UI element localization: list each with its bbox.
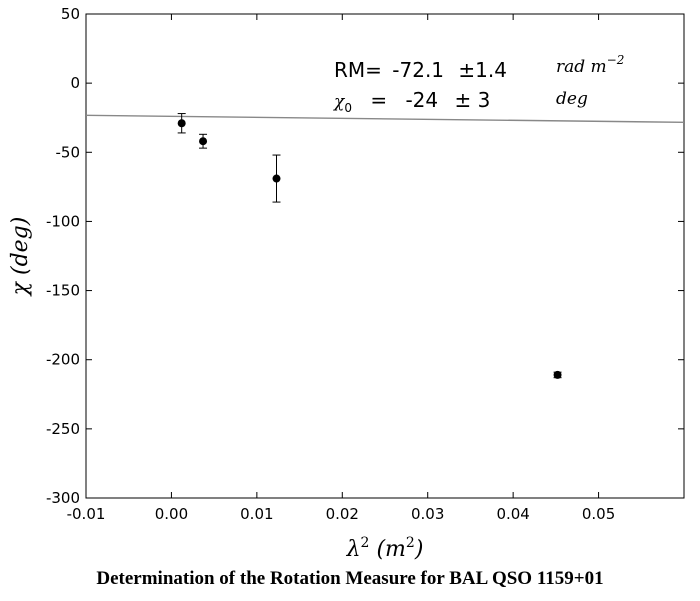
x-axis-label: λ2 (m2) xyxy=(346,535,424,562)
fit-line-group xyxy=(85,114,685,124)
chi-error: ± 3 xyxy=(454,88,490,112)
data-points xyxy=(177,113,562,379)
svg-text:χ0 = -24 ± 3: χ0 = -24 ± 3 xyxy=(333,88,490,117)
data-point xyxy=(199,137,208,146)
y-tick-label: -150 xyxy=(46,282,80,300)
y-tick-label: 0 xyxy=(70,74,80,92)
y-tick-label: -50 xyxy=(56,143,81,161)
chi-eq: = xyxy=(370,88,387,112)
y-tick-label: -200 xyxy=(46,351,80,369)
x-tick-label: -0.01 xyxy=(67,505,106,523)
svg-text:RM= -72.1 ±1.4: RM= -72.1 ±1.4 xyxy=(334,58,507,82)
fit-line xyxy=(85,114,685,124)
chi-label: χ xyxy=(333,92,346,112)
data-point xyxy=(272,174,281,183)
chi-sub: 0 xyxy=(344,101,352,115)
rm-label: RM= xyxy=(334,58,382,82)
figure-caption: Determination of the Rotation Measure fo… xyxy=(96,568,604,589)
y-tick-label: -100 xyxy=(46,212,80,230)
y-axis-label: χ (deg) xyxy=(8,217,33,298)
rm-unit-exp: −2 xyxy=(607,53,625,67)
x-tick-label: 0.01 xyxy=(240,505,273,523)
annotation: RM= -72.1 ±1.4 rad m−2 χ0 = -24 ± 3 deg xyxy=(333,53,624,117)
y-tick-label: 50 xyxy=(61,5,80,23)
svg-text:rad m−2: rad m−2 xyxy=(556,53,624,77)
x-tick-label: 0.02 xyxy=(326,505,359,523)
y-tick-label: -250 xyxy=(46,420,80,438)
data-point xyxy=(177,119,186,128)
y-tick-label: -300 xyxy=(46,489,80,507)
rm-unit: rad m xyxy=(556,57,607,77)
rm-value: -72.1 xyxy=(392,58,444,82)
x-tick-label: 0.03 xyxy=(411,505,444,523)
chi-unit: deg xyxy=(556,89,588,109)
plot-frame xyxy=(85,13,685,499)
data-point xyxy=(553,370,562,379)
x-tick-label: 0.05 xyxy=(582,505,615,523)
x-tick-label: 0.04 xyxy=(496,505,529,523)
rm-error: ±1.4 xyxy=(458,58,507,82)
ticks: -0.01 0.00 0.01 0.02 0.03 0.04 0.05 50 0 -50 -100 -… xyxy=(46,5,684,523)
chi-value: -24 xyxy=(405,88,438,112)
x-tick-label: 0.00 xyxy=(155,505,188,523)
